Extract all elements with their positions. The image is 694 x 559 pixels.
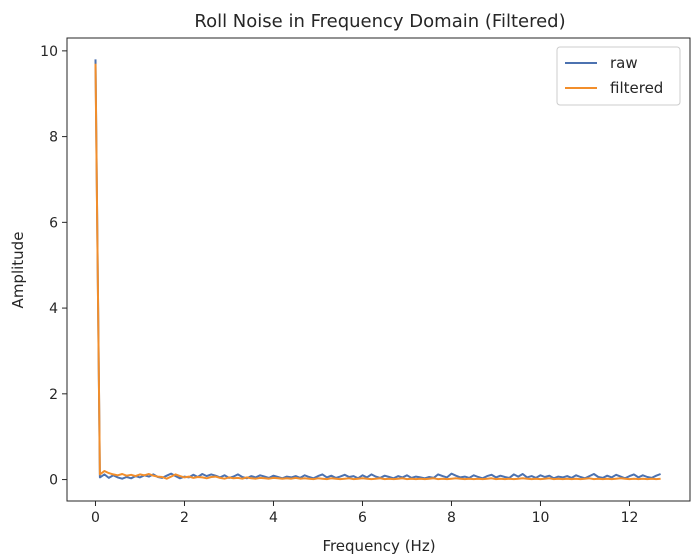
legend: raw filtered [556, 46, 681, 106]
x-tick-label: 12 [621, 510, 639, 526]
x-tick-label: 8 [447, 510, 456, 526]
y-tick-label: 2 [49, 387, 58, 403]
series-layer [94, 59, 661, 481]
legend-label-filtered: filtered [610, 79, 663, 97]
x-tick-label: 4 [269, 510, 278, 526]
axis-ticks: 0 2 4 6 8 10 12 0 2 4 6 8 10 [40, 44, 638, 526]
y-tick-label: 6 [49, 215, 58, 231]
y-axis-label: Amplitude [9, 232, 27, 309]
y-tick-label: 4 [49, 301, 58, 317]
x-tick-label: 6 [358, 510, 367, 526]
y-tick-label: 0 [49, 473, 58, 489]
x-axis-label: Frequency (Hz) [322, 537, 435, 555]
plot-frame [66, 37, 691, 502]
chart-title: Roll Noise in Frequency Domain (Filtered… [194, 11, 565, 32]
legend-label-raw: raw [610, 54, 638, 72]
y-tick-label: 8 [49, 130, 58, 146]
x-tick-label: 2 [180, 510, 189, 526]
x-tick-label: 10 [532, 510, 550, 526]
series-line-filtered [94, 63, 661, 481]
x-tick-label: 0 [91, 510, 100, 526]
y-tick-label: 10 [40, 44, 58, 60]
legend-box [556, 46, 681, 106]
